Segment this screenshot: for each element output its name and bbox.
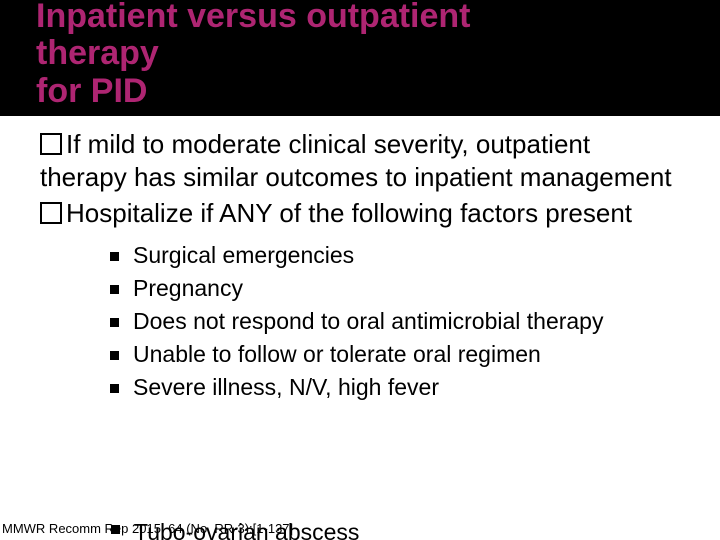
- slide-body: If mild to moderate clinical severity, o…: [0, 118, 720, 403]
- square-bullet-icon: [111, 525, 120, 534]
- sub-point-text: Surgical emergencies: [133, 242, 354, 268]
- checkbox-icon: [40, 202, 62, 224]
- sub-point: Surgical emergencies: [110, 240, 680, 271]
- sub-point-text: Does not respond to oral antimicrobial t…: [133, 308, 603, 334]
- main-point-1-text: If mild to moderate clinical severity, o…: [40, 129, 672, 192]
- square-bullet-icon: [110, 252, 119, 261]
- title-line2: therapy: [36, 34, 159, 72]
- sub-point: Pregnancy: [110, 273, 680, 304]
- slide-title: Inpatient versus outpatient therapy for …: [0, 0, 720, 116]
- main-point-2: Hospitalize if ANY of the following fact…: [40, 197, 680, 230]
- sub-point-text: Pregnancy: [133, 275, 243, 301]
- sub-point: Does not respond to oral antimicrobial t…: [110, 306, 680, 337]
- main-point-2-text: Hospitalize if ANY of the following fact…: [66, 198, 632, 228]
- sub-point: Unable to follow or tolerate oral regime…: [110, 339, 680, 370]
- square-bullet-icon: [110, 384, 119, 393]
- square-bullet-icon: [110, 318, 119, 327]
- sub-point-text: Severe illness, N/V, high fever: [133, 374, 439, 400]
- sub-point-text: Unable to follow or tolerate oral regime…: [133, 341, 541, 367]
- partial-sub-text: Tubo-ovarian abscess: [134, 519, 359, 540]
- square-bullet-icon: [110, 285, 119, 294]
- sub-point: Severe illness, N/V, high fever: [110, 372, 680, 403]
- main-point-1: If mild to moderate clinical severity, o…: [40, 128, 680, 193]
- title-line3: for PID: [36, 72, 147, 110]
- checkbox-icon: [40, 133, 62, 155]
- sub-point-list: Surgical emergencies Pregnancy Does not …: [40, 234, 680, 403]
- title-line1: Inpatient versus outpatient: [36, 0, 471, 35]
- partial-sub-point: Tubo-ovarian abscess: [111, 519, 359, 540]
- square-bullet-icon: [110, 351, 119, 360]
